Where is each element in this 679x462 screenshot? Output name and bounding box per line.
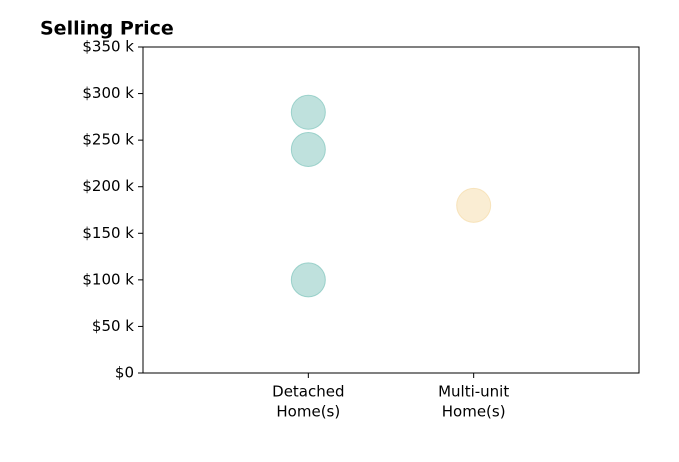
point [290,262,326,298]
y-tick-label: $100 k [82,270,134,288]
x-tick-label: Detached [272,383,344,401]
point [290,131,326,167]
y-tick-label: $350 k [82,38,134,56]
y-tick-label: $150 k [82,224,134,242]
x-tick-label: Home(s) [442,403,506,421]
point [456,187,492,223]
y-tick-label: $50 k [92,317,134,335]
y-tick-label: $200 k [82,177,134,195]
y-tick-label: $300 k [82,84,134,102]
y-tick-label: $250 k [82,131,134,149]
point [290,94,326,130]
chart-title: Selling Price [40,18,174,40]
x-tick-label: Multi-unit [438,383,509,401]
y-tick-label: $0 [115,364,134,382]
plot-frame [142,46,640,374]
x-tick-label: Home(s) [276,403,340,421]
